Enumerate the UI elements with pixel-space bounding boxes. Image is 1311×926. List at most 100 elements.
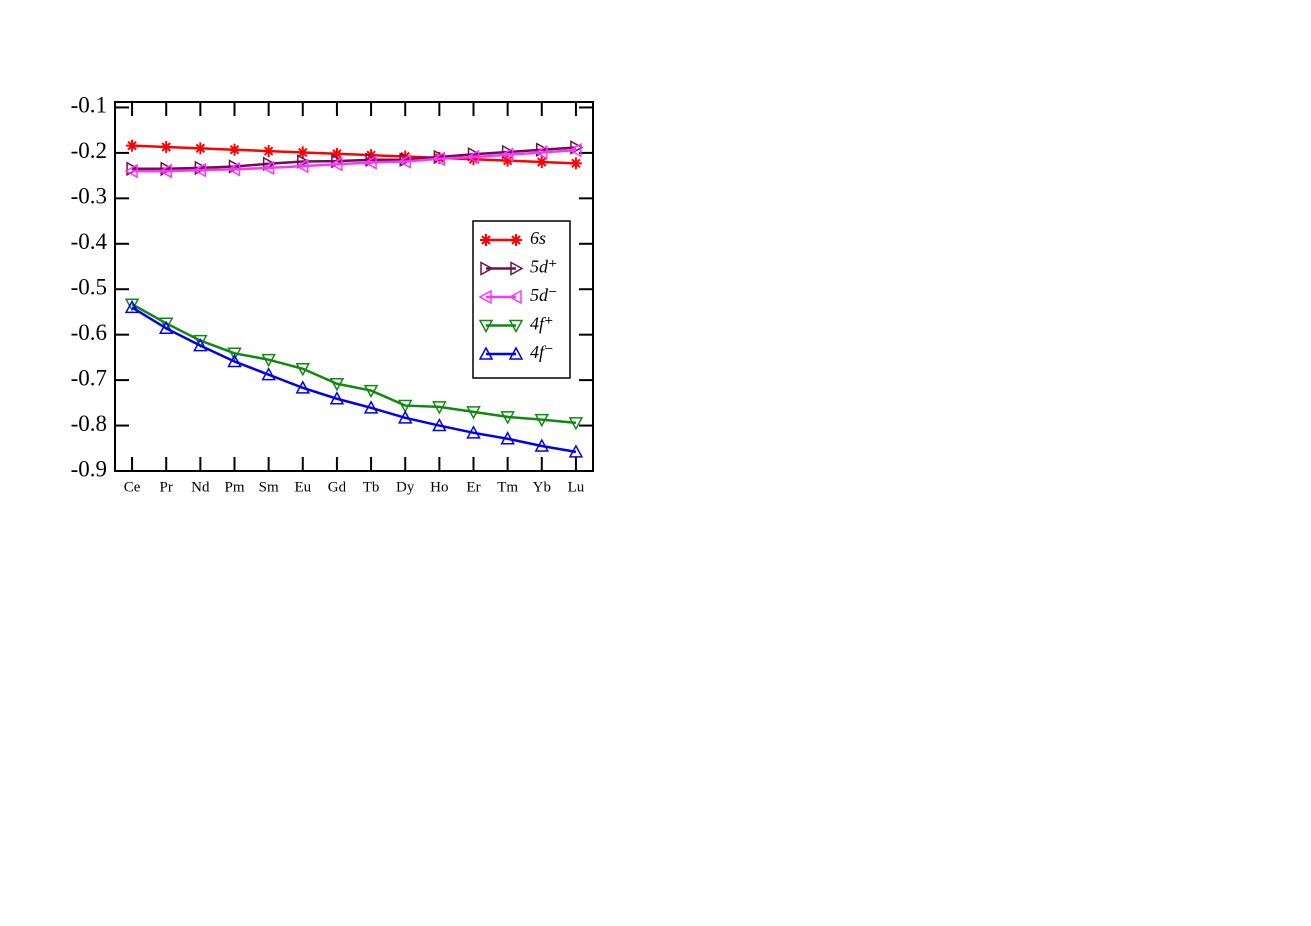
x-tick-label: Yb: [533, 479, 551, 495]
marker: [124, 163, 138, 179]
marker: [569, 157, 582, 170]
y-tick-label: -0.6: [71, 320, 107, 345]
marker: [508, 319, 524, 334]
marker: [466, 406, 481, 420]
legend-label: 4f⁻: [530, 342, 554, 362]
marker: [478, 289, 492, 305]
marker: [158, 163, 172, 179]
x-tick-label: Ho: [430, 479, 448, 495]
marker: [295, 363, 311, 377]
x-tick-label: Tb: [363, 479, 380, 495]
marker: [226, 161, 241, 177]
marker: [228, 143, 241, 156]
marker: [158, 320, 174, 335]
x-tick-label: Lu: [568, 479, 585, 495]
marker: [432, 417, 447, 432]
marker: [363, 400, 379, 414]
marker: [431, 151, 446, 167]
marker-stroke: [537, 157, 547, 167]
marker: [194, 142, 207, 155]
marker: [160, 140, 173, 153]
plot-frame: [114, 101, 594, 472]
legend-label: 6s: [530, 228, 546, 248]
x-tick-label: Tm: [497, 479, 518, 495]
marker: [126, 139, 139, 152]
y-tick-label: -0.3: [71, 184, 107, 209]
marker: [261, 367, 276, 381]
x-tick-label: Pr: [160, 479, 173, 495]
marker: [432, 401, 447, 415]
marker: [296, 146, 309, 159]
marker: [534, 438, 550, 452]
marker-stroke: [511, 235, 521, 245]
marker: [329, 156, 343, 172]
marker: [568, 142, 582, 158]
marker: [158, 317, 174, 331]
marker: [262, 145, 275, 158]
x-tick-label: Er: [466, 479, 480, 495]
marker: [500, 147, 514, 162]
marker: [534, 413, 550, 428]
marker: [227, 353, 242, 368]
marker-stroke: [195, 143, 206, 154]
marker: [295, 380, 311, 394]
y-tick-label: -0.7: [71, 365, 107, 390]
marker: [124, 298, 140, 312]
x-tick-label: Pm: [224, 479, 244, 495]
marker-stroke: [229, 145, 240, 155]
marker: [397, 399, 413, 414]
marker: [568, 444, 584, 458]
marker: [466, 425, 481, 439]
marker-stroke: [161, 142, 171, 152]
marker-stroke: [481, 235, 491, 245]
legend-label: 4f⁺: [530, 314, 554, 334]
marker: [329, 377, 345, 392]
marker: [535, 155, 548, 168]
marker-stroke: [263, 146, 274, 156]
marker: [465, 149, 480, 165]
x-tick-label: Sm: [259, 479, 279, 495]
y-tick-label: -0.9: [71, 456, 107, 481]
marker: [478, 346, 494, 360]
series-line: [131, 306, 577, 454]
marker: [508, 346, 524, 360]
x-tick-label: Gd: [328, 479, 347, 495]
marker: [480, 234, 492, 246]
marker: [363, 155, 377, 170]
marker: [570, 140, 584, 155]
marker: [192, 162, 207, 178]
marker: [508, 289, 522, 305]
y-tick-label: -0.4: [71, 229, 108, 254]
marker: [478, 319, 494, 334]
marker: [295, 158, 309, 174]
marker-stroke: [127, 140, 137, 151]
y-tick-label: -0.1: [71, 93, 107, 118]
marker-stroke: [502, 155, 513, 166]
marker: [261, 353, 276, 368]
marker-stroke: [366, 150, 376, 160]
marker: [397, 154, 411, 169]
y-tick-label: -0.2: [71, 138, 107, 163]
marker: [329, 391, 345, 405]
x-tick-label: Ce: [124, 479, 141, 495]
marker: [397, 410, 413, 424]
marker: [480, 261, 494, 276]
marker: [297, 154, 311, 169]
legend-label: 5d⁻: [530, 285, 558, 305]
series-line: [131, 303, 577, 425]
legend: 6s 5d⁺ 5d⁻ 4f⁺ 4f⁻: [472, 220, 571, 379]
marker: [500, 431, 515, 445]
marker: [534, 145, 548, 160]
x-tick-label: Nd: [191, 479, 210, 495]
x-tick-label: Dy: [396, 479, 415, 495]
x-tick-label: Eu: [294, 479, 311, 495]
marker: [363, 384, 379, 399]
marker: [510, 234, 522, 246]
marker: [510, 261, 524, 276]
legend-label: 5d⁺: [530, 257, 558, 277]
y-tick-label: -0.8: [71, 411, 107, 436]
y-tick-label: -0.5: [71, 275, 107, 300]
marker: [227, 347, 242, 361]
